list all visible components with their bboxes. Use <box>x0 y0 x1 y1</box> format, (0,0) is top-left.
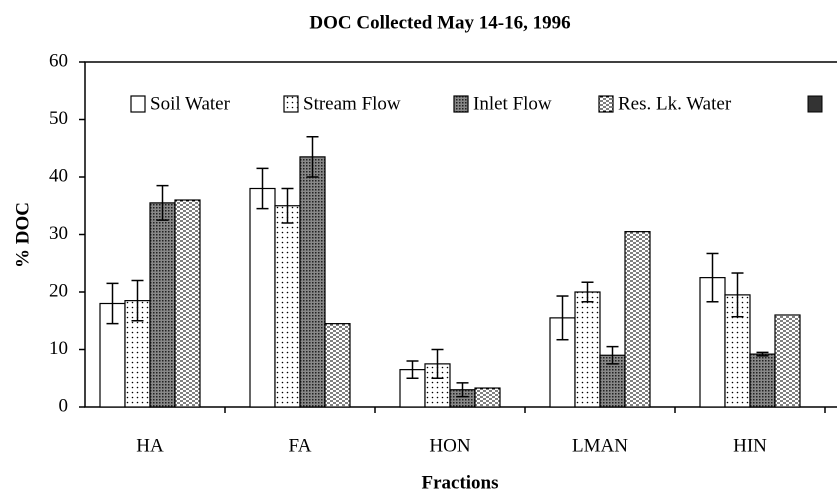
bar <box>474 387 501 408</box>
error-bar <box>581 281 594 303</box>
error-bar <box>756 351 769 357</box>
bar <box>149 202 176 408</box>
bar <box>624 231 651 408</box>
error-bar <box>606 345 619 365</box>
error-bar <box>706 252 719 303</box>
bar <box>574 291 601 408</box>
error-bar <box>431 348 444 379</box>
legend-swatch <box>598 95 614 113</box>
bar <box>774 314 801 408</box>
bar <box>274 205 301 408</box>
legend-swatch <box>453 95 469 113</box>
y-tick-label: 60 <box>49 50 68 71</box>
x-tick-label: HA <box>136 435 164 456</box>
legend-label: Res. Lk. Water <box>618 93 732 114</box>
y-tick-label: 30 <box>49 223 68 244</box>
error-bar <box>556 295 569 341</box>
error-bar <box>731 272 744 318</box>
x-tick-label: LMAN <box>572 435 628 456</box>
bar <box>324 323 351 408</box>
error-bar <box>306 136 319 178</box>
bar <box>249 187 276 408</box>
chart-title: DOC Collected May 14-16, 1996 <box>309 12 570 33</box>
y-tick-label: 0 <box>59 395 69 416</box>
error-bar <box>281 187 294 224</box>
legend-label: Inlet Flow <box>473 93 552 114</box>
error-bar <box>456 382 469 398</box>
x-tick-label: FA <box>289 435 312 456</box>
legend-label: Stream Flow <box>303 93 401 114</box>
y-tick-label: 40 <box>49 165 68 186</box>
legend-label: Soil Water <box>150 93 231 114</box>
error-bar <box>256 167 269 210</box>
y-tick-label: 10 <box>49 338 68 359</box>
x-tick-label: HON <box>429 435 470 456</box>
x-tick-label: HIN <box>733 435 767 456</box>
x-axis-label: Fractions <box>421 472 498 493</box>
bar <box>174 199 201 408</box>
bar <box>299 156 326 408</box>
error-bar <box>406 360 419 379</box>
bar <box>749 353 776 408</box>
y-axis-label: % DOC <box>12 202 33 268</box>
y-tick-label: 50 <box>49 108 68 129</box>
y-tick-label: 20 <box>49 280 68 301</box>
legend-swatch <box>130 95 146 113</box>
legend-swatch <box>807 95 823 113</box>
error-bar <box>156 184 169 221</box>
error-bar <box>106 282 119 325</box>
legend-swatch <box>283 95 299 113</box>
error-bar <box>131 279 144 322</box>
